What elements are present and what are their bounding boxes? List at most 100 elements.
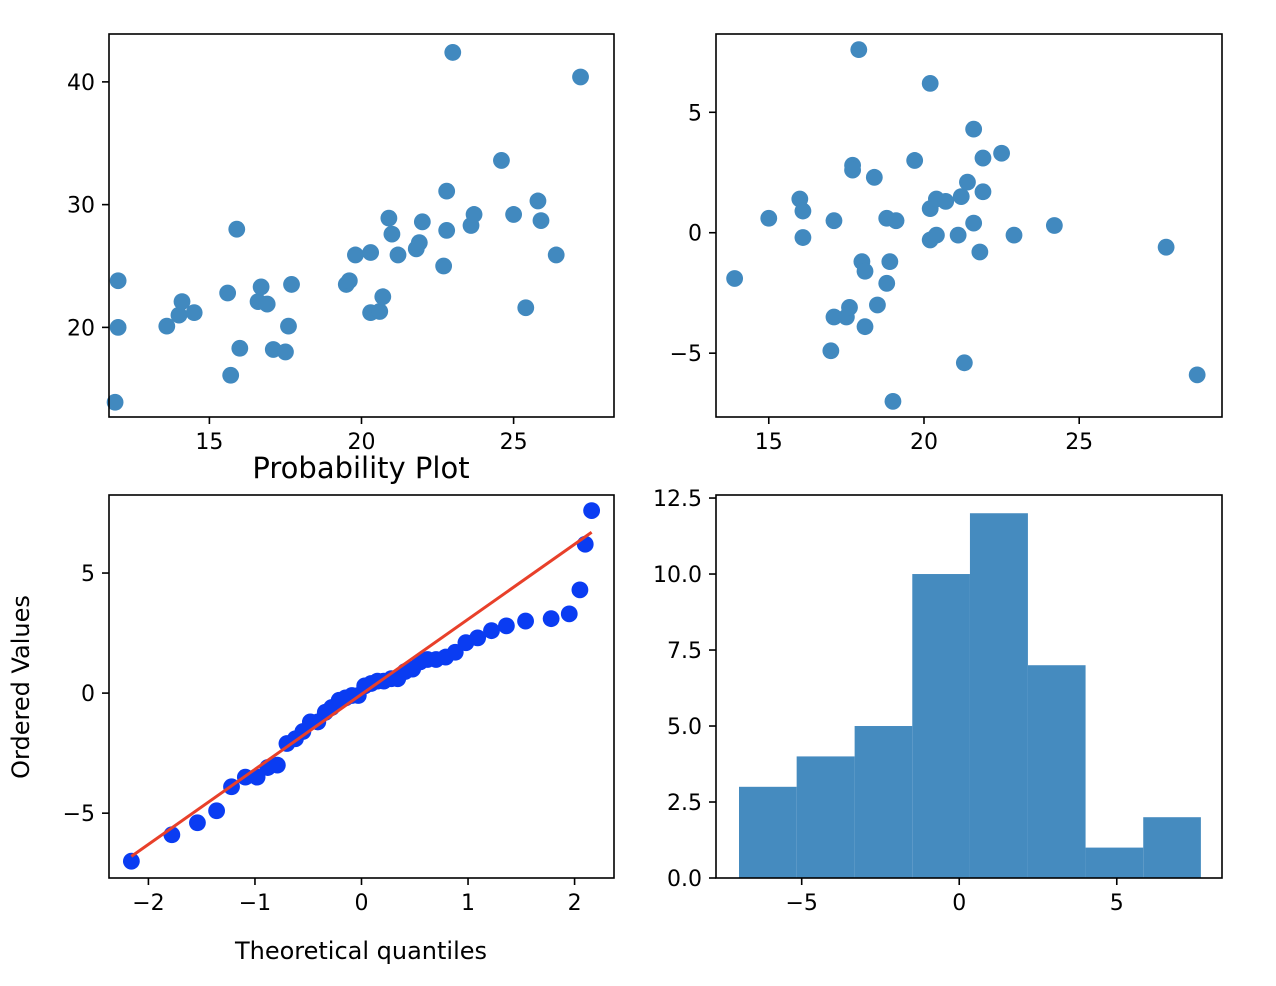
scatter-top-right-point <box>955 354 973 372</box>
probability-plot-point <box>583 502 601 520</box>
scatter-top-left-point <box>362 244 380 261</box>
scatter-top-right-point <box>822 342 840 360</box>
probability-plot-point <box>483 622 500 640</box>
scatter-top-left-point <box>465 206 483 223</box>
scatter-top-left-ytick-label: 30 <box>67 194 95 219</box>
scatter-top-right-point <box>884 392 902 410</box>
scatter-top-right-point <box>825 212 843 230</box>
scatter-top-right-point <box>965 120 983 138</box>
histogram-ytick-label: 10.0 <box>653 563 702 588</box>
scatter-top-left-panel: 15 20 25 20 30 40 <box>67 33 615 455</box>
scatter-top-left-xtick-label: 25 <box>500 430 528 455</box>
scatter-top-right-xtick-label: 15 <box>755 430 783 455</box>
scatter-top-right-xtick-label: 20 <box>910 430 938 455</box>
probability-plot-title: Probability Plot <box>252 451 469 485</box>
histogram-ytick-label: 0.0 <box>667 867 702 892</box>
scatter-top-left-point <box>258 295 276 313</box>
scatter-top-left-point <box>340 272 358 290</box>
histogram-ytick-label: 12.5 <box>653 487 702 512</box>
histogram-bar <box>912 574 970 878</box>
histogram-panel: −5 0 5 0.0 2.5 5.0 7.5 10.0 12.5 <box>653 487 1223 916</box>
histogram-ytick-label: 2.5 <box>667 791 702 816</box>
probability-plot-xtick-label: 0 <box>355 891 369 916</box>
scatter-top-left-point <box>371 303 389 320</box>
histogram-xtick-label: 0 <box>952 891 966 916</box>
scatter-top-right-point <box>869 296 886 314</box>
scatter-top-left-point <box>383 225 401 243</box>
scatter-top-right-point <box>1005 226 1023 244</box>
scatter-top-left-point <box>547 246 565 264</box>
probability-plot-point <box>517 612 534 630</box>
probability-plot-point <box>571 581 589 599</box>
probability-plot-xlabel: Theoretical quantiles <box>234 937 487 965</box>
scatter-top-right-point <box>1188 366 1206 384</box>
scatter-top-right-point <box>844 161 861 179</box>
probability-plot-xtick-label: −2 <box>132 891 164 916</box>
scatter-top-right-point <box>921 74 939 92</box>
scatter-top-left-point <box>173 293 191 311</box>
probability-plot-point <box>248 768 266 786</box>
scatter-top-left-point <box>283 276 300 293</box>
scatter-top-right-point <box>949 226 967 244</box>
scatter-top-left-point <box>505 206 523 223</box>
probability-plot-fit-line <box>130 530 593 858</box>
scatter-top-left-ytick-label: 20 <box>67 316 95 341</box>
scatter-top-left-point <box>529 192 547 210</box>
histogram-bar <box>1027 665 1086 878</box>
scatter-top-left-point <box>374 288 392 306</box>
scatter-top-right-point <box>952 188 970 205</box>
scatter-top-right-ytick-label: 5 <box>688 101 702 126</box>
scatter-top-left-point <box>413 213 431 231</box>
scatter-top-right-point <box>974 149 992 167</box>
probability-plot-point <box>268 756 286 774</box>
histogram-bar <box>739 786 797 878</box>
probability-plot-xtick-label: 1 <box>461 891 475 916</box>
scatter-top-right-point <box>928 226 945 244</box>
scatter-top-right-point <box>937 193 955 210</box>
scatter-top-left-point <box>389 246 407 264</box>
scatter-top-right-point <box>1045 217 1063 234</box>
scatter-top-left-xtick-label: 20 <box>348 430 376 455</box>
scatter-top-left-xtick-label: 15 <box>195 430 223 455</box>
scatter-top-right-point <box>974 183 992 201</box>
scatter-top-right-xtick-label: 25 <box>1065 430 1093 455</box>
probability-plot-ytick-label: 0 <box>81 682 95 707</box>
probability-plot-point <box>122 852 140 870</box>
probability-plot-ylabel: Ordered Values <box>7 595 35 779</box>
histogram-bar <box>796 756 855 878</box>
histogram-ytick-label: 5.0 <box>667 715 702 740</box>
scatter-top-left-point <box>277 343 294 361</box>
scatter-top-left-point <box>532 212 550 229</box>
scatter-top-left-point <box>572 68 589 86</box>
scatter-top-left-point <box>438 182 456 200</box>
scatter-top-left-point <box>347 246 364 264</box>
scatter-top-left-point <box>185 304 203 322</box>
probability-plot-xtick-label: −1 <box>239 891 271 916</box>
histogram-bar <box>854 726 913 878</box>
scatter-top-left-point <box>444 44 462 61</box>
scatter-top-right-point <box>794 202 812 220</box>
scatter-top-right-point <box>965 214 983 232</box>
histogram-axes-frame <box>715 494 1223 879</box>
histogram-ytick-label: 7.5 <box>667 639 702 664</box>
scatter-top-left-point <box>109 272 127 290</box>
scatter-top-left-point <box>231 339 249 357</box>
probability-plot-point <box>208 802 226 820</box>
scatter-top-left-point <box>380 209 398 227</box>
scatter-top-left-point <box>109 318 127 336</box>
scatter-top-right-point <box>726 270 744 287</box>
scatter-top-left-point <box>106 393 124 411</box>
scatter-top-right-point <box>850 41 868 59</box>
scatter-top-right-ytick-label: −5 <box>670 342 702 367</box>
scatter-top-right-point <box>959 173 976 191</box>
scatter-top-left-point <box>280 317 297 335</box>
probability-plot-point <box>542 610 560 628</box>
scatter-top-right-point <box>881 253 899 271</box>
scatter-top-right-point <box>841 298 858 316</box>
histogram-xtick-label: 5 <box>1110 891 1124 916</box>
scatter-top-right-point <box>760 209 778 227</box>
scatter-top-left-point <box>219 284 237 302</box>
scatter-top-left-point <box>252 278 270 296</box>
histogram-xtick-label: −5 <box>785 891 817 916</box>
scatter-top-right-point <box>825 308 843 326</box>
